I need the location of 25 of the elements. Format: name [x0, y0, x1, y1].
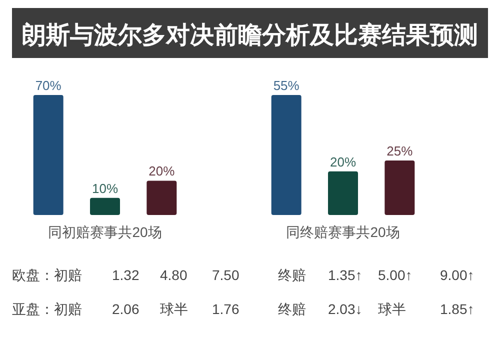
text: 终赔 [278, 301, 306, 317]
text: 球半 [378, 301, 406, 317]
text: 球半 [160, 301, 188, 317]
data-label: 20% [330, 154, 356, 170]
x-axis-title: 同初赔赛事共20场 [48, 224, 162, 240]
data-label: 25% [386, 143, 414, 158]
text: 7.50 [212, 267, 240, 283]
text: 2.06 [112, 301, 140, 317]
text: 4.80 [160, 267, 188, 283]
text: 欧盘：初赔 [12, 267, 82, 283]
text: 1.76 [212, 301, 240, 317]
text: 2.03↓ [328, 301, 362, 317]
text: 1.32 [112, 267, 140, 283]
data-label: 10% [92, 180, 118, 196]
data-label: 55% [273, 78, 300, 93]
text: 1.35↑ [328, 267, 362, 283]
text: 5.00↑ [378, 267, 412, 283]
data-label: 20% [148, 164, 176, 179]
text: 1.85↑ [440, 301, 474, 317]
text: 9.00↑ [440, 267, 474, 283]
text: 亚盘：初赔 [12, 301, 82, 317]
text: 终赔 [278, 267, 306, 283]
data-label: 70% [35, 78, 62, 93]
text: 朗斯与波尔多对决前瞻分析及比赛结果预测 [22, 22, 478, 49]
x-axis-title: 同终赔赛事共20场 [286, 224, 400, 240]
